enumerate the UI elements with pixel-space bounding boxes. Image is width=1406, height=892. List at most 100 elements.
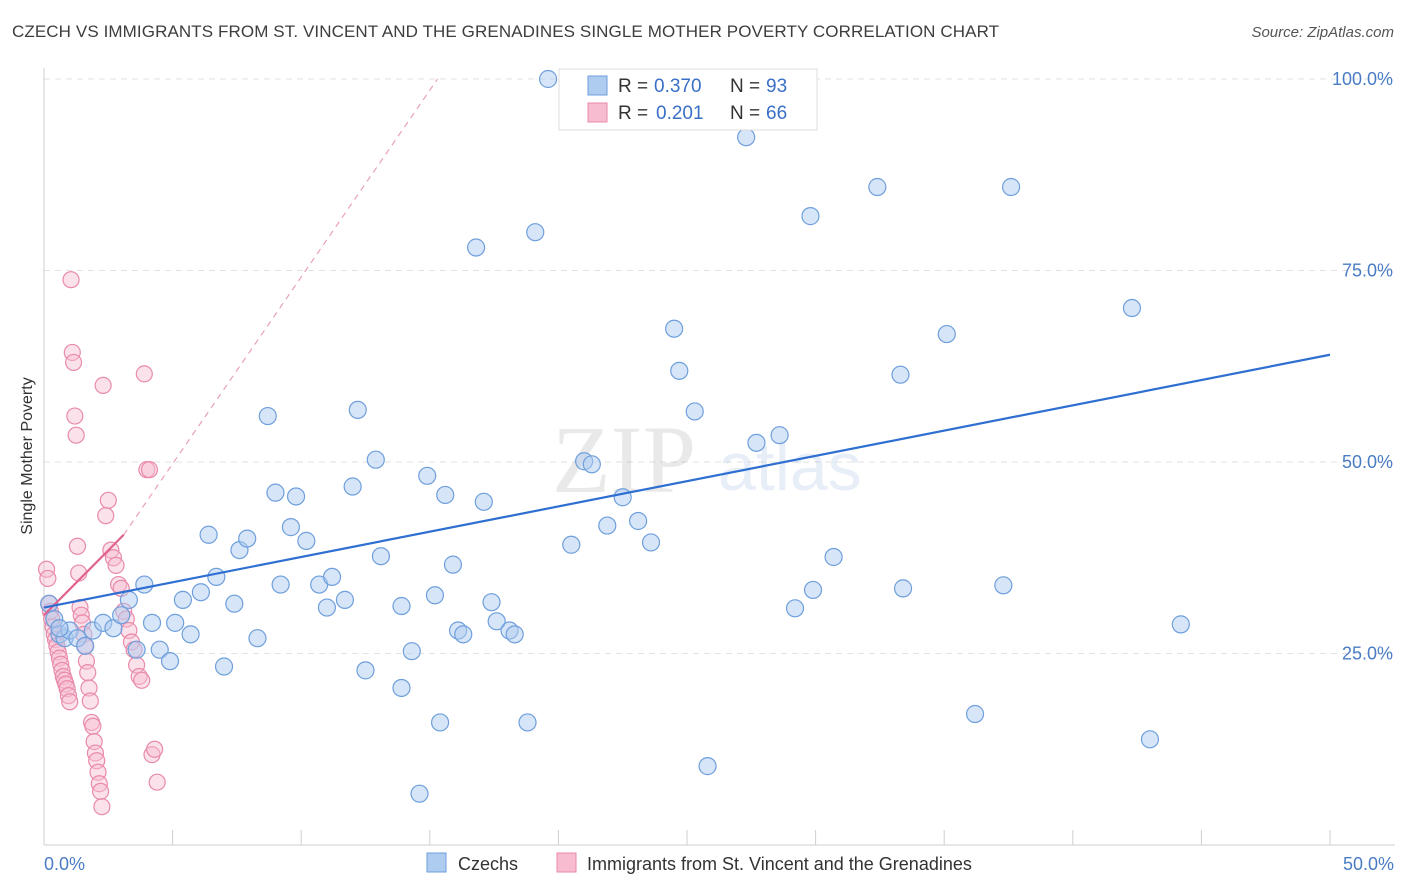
svg-point [135,365,153,383]
trend-lines [43,78,1331,616]
svg-point [58,680,76,698]
czechs-point [191,583,210,602]
czechs-point [466,238,486,257]
svg-trend-extension [123,78,439,536]
svg-point [91,782,110,800]
series-czechs-points [40,69,1190,803]
svg-point [61,693,79,711]
czechs-point [266,483,285,502]
legend-r-value-svg: 0.201 [656,103,704,124]
czechs-point [418,466,437,485]
czechs-trend-line [43,353,1331,609]
czechs-point [562,535,581,554]
czechs-point [76,636,95,655]
grid-lines [44,78,1395,654]
y-tick-label: 75.0% [1342,261,1393,281]
czechs-point [392,678,411,698]
svg-point [80,679,98,697]
czechs-point [207,567,226,587]
czechs-point [670,361,689,380]
svg-point [64,353,83,372]
czechs-point [891,365,910,384]
czechs-point [225,594,244,613]
czechs-point [258,406,277,426]
czechs-point [430,713,450,732]
svg-point [67,426,85,444]
czechs-point [613,488,632,507]
czechs-point [770,426,789,445]
czechs-point [135,575,154,594]
czechs-point [629,511,648,531]
y-axis-title: Single Mother Poverty [19,377,36,534]
x-tick-label-min: 0.0% [44,854,85,874]
czechs-point [803,580,823,600]
czechs-point [150,640,169,659]
source-note: Source: ZipAtlas.com [1251,24,1394,41]
czechs-point [335,590,355,609]
czechs-point [281,518,301,537]
svg-point [39,569,57,588]
czechs-point [50,619,69,638]
czechs-point [181,625,200,644]
czechs-point [366,450,385,469]
bottom-legend-label-czechs: Czechs [458,854,518,874]
czechs-point [1171,615,1190,634]
czechs-point [322,567,342,587]
svg-point [53,661,71,679]
svg-point [68,537,87,555]
czechs-point [482,593,501,612]
czechs-point [582,455,601,474]
czechs-point [1001,177,1021,197]
svg-point [84,717,102,735]
svg-point [148,773,166,791]
svg-point [66,407,84,425]
svg-point [62,271,80,289]
czechs-point [698,757,717,776]
czechs-point [248,629,267,648]
czechs-point [402,642,421,661]
czechs-point [937,324,956,344]
czechs-point [641,533,661,552]
bottom-legend-swatch-svg [556,852,577,873]
czechs-point [410,784,429,803]
czechs-point [994,576,1013,595]
czechs-point [166,613,185,632]
czechs-point [539,69,558,89]
czechs-point [685,402,704,421]
czechs-point [801,207,820,226]
czechs-point [356,661,375,680]
legend-swatch-svg [587,102,608,123]
legend-swatch-czechs [587,75,608,96]
bottom-legend-swatch-czechs [426,852,447,873]
czechs-point [868,177,887,197]
czechs-point [297,531,316,550]
stats-legend: R = 0.370 N = 93 R = 0.201 N = 66 [558,68,818,131]
y-tick-label: 50.0% [1342,452,1393,472]
czechs-point [112,606,131,625]
czechs-point [425,586,445,605]
legend-n-label-svg: N = [730,103,760,124]
legend-n-value-czechs: 93 [766,76,787,97]
watermark-atlas: atlas [718,429,862,505]
czechs-point [737,128,756,147]
czechs-point [371,547,391,566]
bottom-legend: Czechs Immigrants from St. Vincent and t… [426,852,972,874]
czechs-point [286,487,306,506]
czechs-point [443,555,463,574]
y-tick-label: 25.0% [1342,644,1393,664]
svg-point [99,491,117,509]
czechs-point [127,640,146,659]
svg-point [59,687,78,705]
chart-title: CZECH VS IMMIGRANTS FROM ST. VINCENT AND… [12,22,1000,41]
czechs-point [893,579,913,598]
czechs-point [271,575,290,594]
czechs-point [348,400,367,420]
svg-point [145,740,164,758]
czechs-point [505,625,524,644]
svg-point [140,461,159,479]
czechs-point [436,485,455,505]
czechs-point [392,596,411,616]
czechs-point [665,319,684,338]
svg-point [97,507,115,525]
series-svg-points [37,271,166,816]
